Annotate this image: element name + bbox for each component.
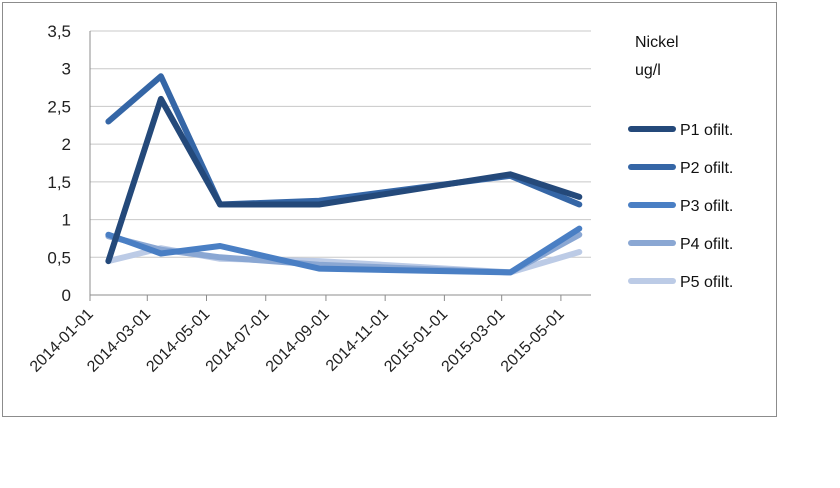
y-tick-label: 2 — [62, 135, 71, 154]
y-tick-label: 1 — [62, 211, 71, 230]
y-tick-label: 3,5 — [47, 22, 71, 41]
y-tick-label: 0,5 — [47, 248, 71, 267]
series-lines — [105, 73, 583, 276]
series-line-p2 — [105, 73, 583, 208]
y-tick-label: 3 — [62, 60, 71, 79]
legend-label-p5: P5 ofilt. — [680, 274, 733, 291]
chart-frame: 0 0,5 1 1,5 2 2,5 3 3,5 2014-01-01 2014-03-01 201… — [2, 2, 777, 417]
legend-label-p3: P3 ofilt. — [680, 198, 733, 215]
series-line-p1 — [105, 95, 583, 265]
nickel-line-chart: 0 0,5 1 1,5 2 2,5 3 3,5 2014-01-012014-03-01201… — [27, 22, 733, 376]
y-axis: 0 0,5 1 1,5 2 2,5 3 3,5 — [47, 22, 91, 305]
y-tick-label: 0 — [62, 286, 71, 305]
y-tick-label: 1,5 — [47, 173, 71, 192]
legend-label-p1: P1 ofilt. — [680, 122, 733, 139]
legend-title-line-1: Nickel — [635, 34, 679, 51]
x-tick-label: 2015-05-01 — [498, 306, 568, 376]
legend: Nickel ug/l P1 ofilt. P2 ofilt. P3 ofilt. P… — [628, 34, 733, 291]
x-tick-label: 2014-07-01 — [203, 306, 273, 376]
x-axis: 2014-01-012014-03-012014-05-012014-07-01… — [27, 294, 591, 376]
series-line-p3 — [105, 225, 583, 276]
x-tick-label: 2014-09-01 — [263, 306, 333, 376]
legend-label-p2: P2 ofilt. — [680, 160, 733, 177]
legend-label-p4: P4 ofilt. — [680, 236, 733, 253]
legend-title-line-2: ug/l — [635, 62, 661, 79]
y-tick-label: 2,5 — [47, 97, 71, 116]
